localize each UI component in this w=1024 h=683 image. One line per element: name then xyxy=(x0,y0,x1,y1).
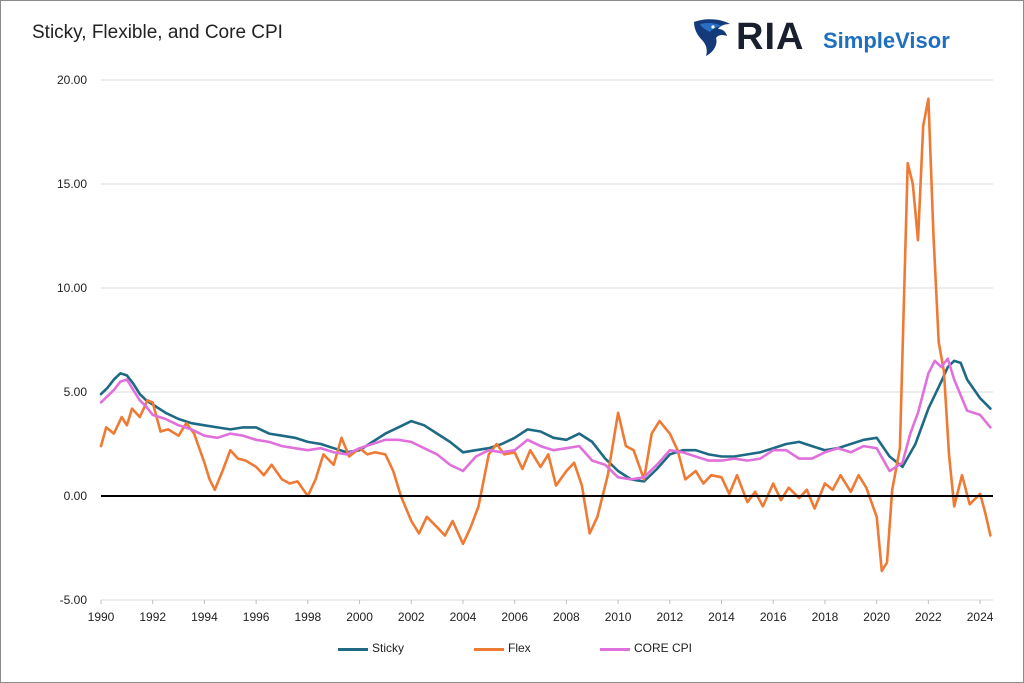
x-tick-label: 1992 xyxy=(139,610,166,624)
x-tick-label: 1990 xyxy=(88,610,115,624)
y-tick-label: 5.00 xyxy=(64,385,88,399)
x-tick-label: 1994 xyxy=(191,610,218,624)
y-tick-label: 15.00 xyxy=(57,177,87,191)
x-tick-label: 2024 xyxy=(967,610,994,624)
gridlines xyxy=(101,79,993,601)
eagle-icon xyxy=(694,19,730,56)
x-tick-label: 1998 xyxy=(294,610,321,624)
axes: -5.00 0.00 5.00 10.00 15.00 20.00 1990 1992 1994… xyxy=(57,73,994,624)
legend: Sticky Flex CORE CPI xyxy=(0,640,1024,660)
legend-swatch-core-cpi xyxy=(600,648,630,651)
x-tick-label: 2004 xyxy=(450,610,477,624)
x-tick-label: 2002 xyxy=(398,610,425,624)
y-tick-label: 10.00 xyxy=(57,281,87,295)
y-tick-label: -5.00 xyxy=(60,593,88,607)
series-lines xyxy=(99,97,992,573)
x-tick-label: 2012 xyxy=(656,610,683,624)
chart-title: Sticky, Flexible, and Core CPI xyxy=(32,22,283,43)
x-tick-label: 2016 xyxy=(760,610,787,624)
legend-swatch-sticky xyxy=(338,648,368,651)
legend-swatch-flex xyxy=(474,648,504,651)
logo-ria-text: RIA xyxy=(736,16,805,58)
ria-simplevisor-logo: RIA SimpleVisor xyxy=(690,14,980,62)
legend-label-flex: Flex xyxy=(508,641,531,655)
y-tick-label: 20.00 xyxy=(57,73,87,87)
legend-label-core-cpi: CORE CPI xyxy=(634,641,693,655)
logo-simplevisor-text: SimpleVisor xyxy=(823,28,950,53)
x-tick-label: 2000 xyxy=(346,610,373,624)
x-tick-label: 2014 xyxy=(708,610,735,624)
y-tick-label: 0.00 xyxy=(64,489,88,503)
x-tick-label: 2008 xyxy=(553,610,580,624)
series-line-sticky xyxy=(99,359,992,483)
legend-label-sticky: Sticky xyxy=(372,641,405,655)
x-tick-label: 2020 xyxy=(863,610,890,624)
x-tick-label: 2006 xyxy=(501,610,528,624)
series-line-flex xyxy=(99,97,992,573)
x-tick-label: 2010 xyxy=(605,610,632,624)
x-tick-label: 2022 xyxy=(915,610,942,624)
x-tick-label: 1996 xyxy=(243,610,270,624)
series-line-core-cpi xyxy=(99,357,992,481)
x-tick-label: 2018 xyxy=(812,610,839,624)
